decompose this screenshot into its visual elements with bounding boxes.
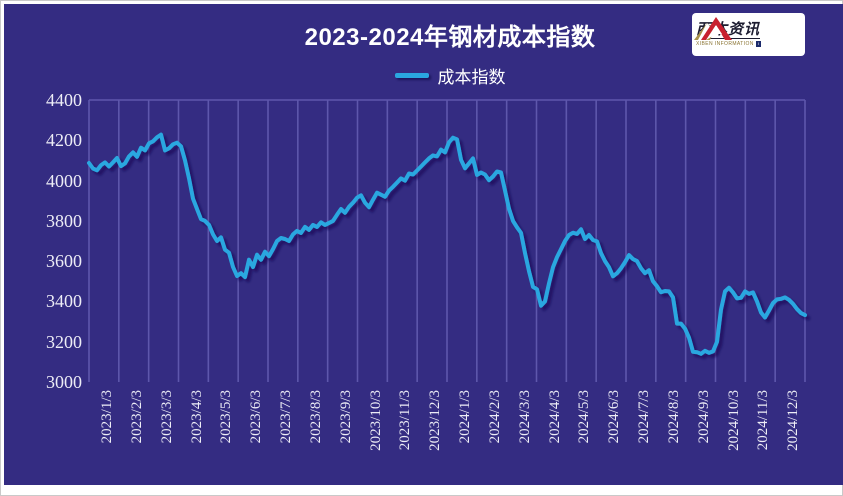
x-tick-label: 2023/4/3 (188, 390, 205, 444)
logo-subtext: XIBEN INFORMATION I (696, 40, 762, 47)
x-tick-label: 2024/3/3 (516, 390, 533, 444)
logo-tag: I (755, 41, 762, 47)
company-logo: 西本资讯 XIBEN INFORMATION I (692, 13, 805, 56)
logo-mountain-icon (694, 17, 732, 40)
y-tick-label: 3400 (46, 291, 82, 312)
chart-title: 2023-2024年钢材成本指数 (304, 24, 596, 51)
x-tick-label: 2024/2/3 (486, 390, 503, 444)
x-tick-label: 2024/4/3 (546, 390, 563, 444)
y-tick-label: 4000 (46, 170, 82, 191)
x-tick-label: 2023/6/3 (248, 390, 265, 444)
y-tick-label: 4400 (46, 90, 82, 110)
x-tick-label: 2023/3/3 (158, 390, 175, 444)
x-tick-label: 2024/8/3 (665, 390, 682, 444)
cost-index-line (87, 132, 807, 356)
x-tick-label: 2024/5/3 (576, 390, 593, 444)
x-tick-label: 2024/6/3 (606, 390, 623, 444)
x-tick-label: 2024/11/3 (755, 390, 772, 451)
y-tick-label: 3200 (46, 331, 82, 352)
x-tick-label: 2023/1/3 (99, 390, 115, 444)
legend: 成本指数 (92, 63, 808, 88)
y-tick-label: 4200 (46, 130, 82, 151)
x-tick-label: 2024/9/3 (695, 390, 712, 444)
plot-area (86, 99, 807, 385)
x-tick-label: 2024/10/3 (725, 390, 742, 451)
x-tick-label: 2023/2/3 (128, 390, 145, 444)
y-tick-label: 3600 (46, 251, 82, 272)
x-tick-label: 2023/8/3 (307, 390, 324, 444)
x-tick-label: 2023/10/3 (367, 390, 384, 451)
chart-panel: 2023-2024年钢材成本指数 成本指数 西本资讯 XIBEN INFORMA… (4, 4, 843, 485)
x-tick-label: 2024/7/3 (636, 390, 652, 444)
x-tick-label: 2024/12/3 (785, 390, 802, 451)
x-tick-label: 2023/11/3 (397, 390, 414, 451)
y-tick-label: 3000 (46, 372, 82, 392)
legend-line-swatch (394, 73, 429, 78)
x-tick-label: 2023/12/3 (427, 390, 444, 451)
x-tick-label: 2023/5/3 (218, 390, 235, 444)
x-tick-label: 2024/1/3 (457, 390, 473, 444)
x-tick-label: 2023/7/3 (278, 390, 294, 444)
legend-label: 成本指数 (437, 68, 506, 87)
x-tick-label: 2023/9/3 (337, 390, 354, 444)
y-tick-label: 3800 (46, 210, 82, 231)
vertical-gridlines (86, 99, 807, 385)
